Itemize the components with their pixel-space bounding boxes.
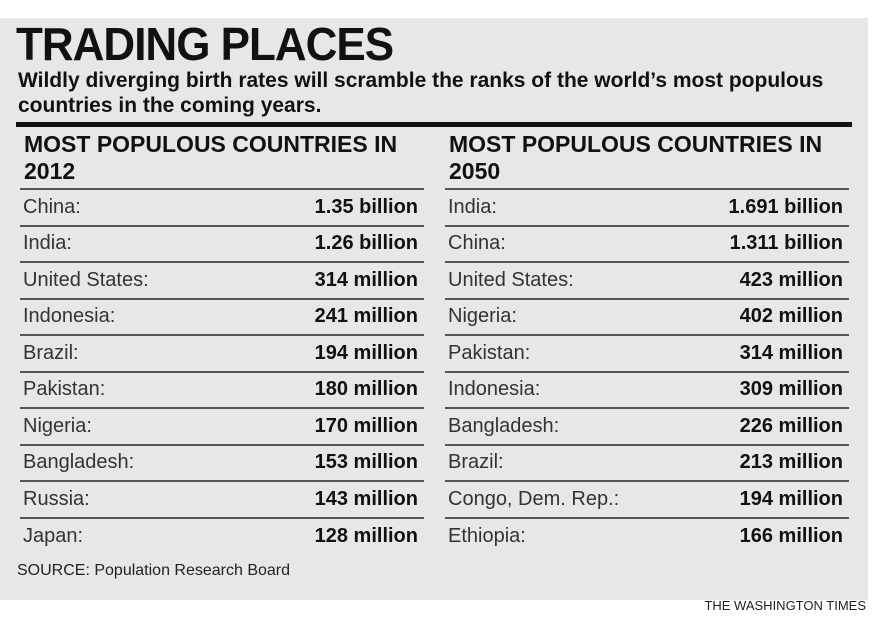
population-value: 170 million: [314, 414, 418, 437]
table-row: China: 1.311 billion: [445, 227, 849, 263]
table-row: Bangladesh: 226 million: [445, 409, 849, 446]
population-value: 1.691 billion: [728, 195, 843, 218]
country-name: India:: [448, 195, 497, 218]
table-row: Ethiopia: 166 million: [445, 519, 849, 556]
table-2050: MOST POPULOUS COUNTRIES IN 2050 India: 1.…: [445, 131, 849, 555]
table-row: Bangladesh: 153 million: [20, 446, 424, 482]
table-row: Indonesia: 241 million: [20, 300, 424, 336]
table-row: Brazil: 194 million: [20, 336, 424, 373]
table-row: Russia: 143 million: [20, 482, 424, 519]
country-name: China:: [448, 232, 506, 255]
table-row: Pakistan: 314 million: [445, 336, 849, 373]
population-value: 180 million: [314, 378, 418, 401]
population-value: 194 million: [739, 487, 843, 510]
table-row: Japan: 128 million: [20, 519, 424, 556]
population-value: 241 million: [314, 305, 418, 328]
table-2012: MOST POPULOUS COUNTRIES IN 2012 China: 1.…: [20, 131, 424, 555]
country-name: Nigeria:: [448, 305, 517, 328]
population-value: 1.35 billion: [314, 195, 418, 218]
population-value: 1.311 billion: [729, 232, 843, 255]
table-row: Pakistan: 180 million: [20, 373, 424, 409]
table-heading-2050: MOST POPULOUS COUNTRIES IN 2050: [445, 131, 849, 190]
population-value: 423 million: [739, 268, 843, 291]
population-value: 314 million: [314, 268, 418, 291]
population-value: 166 million: [739, 525, 843, 548]
country-name: India:: [23, 232, 72, 255]
population-value: 309 million: [739, 378, 843, 401]
table-row: United States: 423 million: [445, 263, 849, 300]
country-name: United States:: [448, 268, 574, 291]
country-name: Ethiopia:: [448, 525, 526, 548]
table-row: China: 1.35 billion: [20, 190, 424, 227]
chart-title: TRADING PLACES: [16, 18, 394, 71]
country-name: Pakistan:: [23, 378, 106, 401]
table-row: Indonesia: 309 million: [445, 373, 849, 409]
population-value: 143 million: [314, 487, 418, 510]
country-name: Congo, Dem. Rep.:: [448, 487, 620, 510]
country-name: Brazil:: [448, 451, 504, 474]
population-value: 402 million: [739, 305, 843, 328]
country-name: Pakistan:: [448, 341, 531, 364]
table-row: United States: 314 million: [20, 263, 424, 300]
table-row: India: 1.26 billion: [20, 227, 424, 263]
population-value: 314 million: [739, 341, 843, 364]
infographic-panel: [0, 18, 868, 600]
table-row: Nigeria: 170 million: [20, 409, 424, 446]
country-name: Japan:: [23, 525, 84, 548]
chart-subtitle: Wildly diverging birth rates will scramb…: [18, 69, 824, 117]
country-name: Bangladesh:: [23, 451, 135, 474]
country-name: United States:: [23, 268, 149, 291]
table-row: Nigeria: 402 million: [445, 300, 849, 336]
table-row: India: 1.691 billion: [445, 190, 849, 227]
population-value: 1.26 billion: [314, 232, 418, 255]
table-row: Congo, Dem. Rep.: 194 million: [445, 482, 849, 519]
country-name: Bangladesh:: [448, 414, 560, 437]
population-value: 213 million: [739, 451, 843, 474]
population-value: 153 million: [314, 451, 418, 474]
country-name: Russia:: [23, 487, 90, 510]
country-name: Indonesia:: [23, 305, 116, 328]
country-name: Brazil:: [23, 341, 79, 364]
table-row: Brazil: 213 million: [445, 446, 849, 482]
country-name: Nigeria:: [23, 414, 92, 437]
population-value: 128 million: [314, 525, 418, 548]
country-name: China:: [23, 195, 81, 218]
title-divider: [16, 122, 852, 127]
population-value: 194 million: [314, 341, 418, 364]
table-heading-2012: MOST POPULOUS COUNTRIES IN 2012: [20, 131, 424, 190]
source-note: SOURCE: Population Research Board: [17, 562, 291, 579]
publisher-credit: THE WASHINGTON TIMES: [704, 598, 866, 613]
country-name: Indonesia:: [448, 378, 541, 401]
population-value: 226 million: [739, 414, 843, 437]
